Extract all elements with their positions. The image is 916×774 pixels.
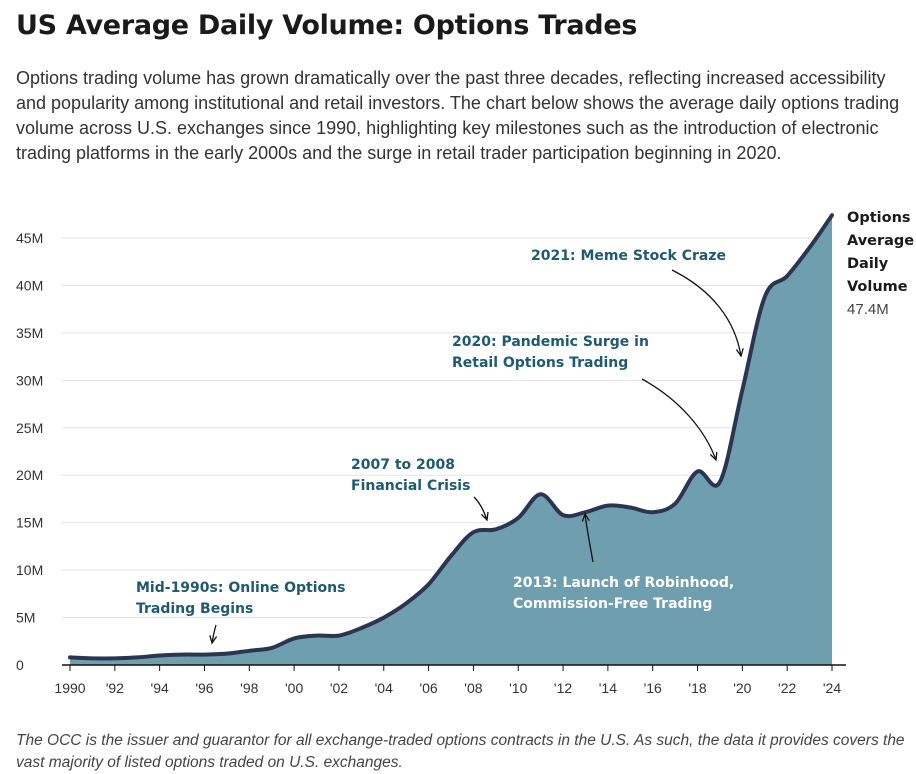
annotation-0: Mid-1990s: Online Options Trading Begins [136,580,345,617]
y-tick-label: 10M [16,562,43,578]
x-tick-label: '24 [823,680,841,696]
annotation-3: 2020: Pandemic Surge in Retail Options Tr… [452,334,649,371]
volume-area [70,215,832,665]
x-tick-label: '10 [509,680,527,696]
end-label: Options Average Daily Volume 47.4M [847,210,914,318]
y-tick-label: 5M [16,610,35,626]
y-tick-label: 15M [16,515,43,531]
y-tick-label: 35M [16,325,43,341]
annotation-2: 2013: Launch of Robinhood, Commission-Fre… [513,575,734,612]
x-tick-label: '02 [330,680,348,696]
annotation-arrowhead-3 [709,451,718,462]
annotation-arrow-3 [641,378,717,461]
annotation-arrowhead-1 [480,512,489,522]
x-tick-label: '94 [151,680,169,696]
annotation-arrow-2 [584,513,594,563]
x-tick-label: '92 [106,680,124,696]
end-label-value: 47.4M [847,301,889,318]
y-tick-label: 0 [16,657,24,673]
y-tick-label: 20M [16,467,43,483]
x-tick-label: '04 [375,680,393,696]
y-tick-label: 45M [16,230,43,246]
x-tick-label: '98 [240,680,258,696]
x-tick-label: '20 [733,680,751,696]
annotation-1: 2007 to 2008 Financial Crisis [351,457,470,494]
options-volume-chart: 0 5M 10M 15M 20M 25M 30M 35M 40M 45M 1990 '92 '94 '9… [16,210,914,696]
x-tick-label: '18 [688,680,706,696]
volume-line [68,213,834,661]
y-tick-label: 30M [16,372,43,388]
chart-title: US Average Daily Volume: Options Trades [16,10,638,41]
x-tick-label: 1990 [54,680,85,696]
end-label-text: Options Average Daily Volume [847,210,914,295]
annotation-arrow-4 [671,269,742,357]
x-axis-ticks: 1990 '92 '94 '96 '98 '00 '02 '04 '06 '08 '10 '12 '14… [54,665,841,696]
y-tick-label: 25M [16,420,43,436]
x-tick-label: '96 [195,680,213,696]
x-tick-label: '00 [285,680,303,696]
annotation-arrows [209,269,744,645]
x-tick-label: '14 [599,680,617,696]
y-tick-label: 40M [16,277,43,293]
y-axis-ticks: 0 5M 10M 15M 20M 25M 30M 35M 40M 45M [16,230,43,673]
x-tick-label: '12 [554,680,572,696]
annotation-arrowhead-2 [581,512,590,522]
x-tick-label: '16 [644,680,662,696]
chart-subtitle: Options trading volume has grown dramati… [16,68,900,163]
x-tick-label: '06 [419,680,437,696]
x-tick-label: '22 [778,680,796,696]
annotation-arrowhead-4 [735,348,744,358]
annotation-arrow-1 [473,496,488,521]
annotation-4: 2021: Meme Stock Craze [531,248,726,264]
annotations: Mid-1990s: Online Options Trading Begins 2… [136,248,734,617]
x-tick-label: '08 [464,680,482,696]
annotation-arrowhead-0 [209,635,218,645]
footnote: The OCC is the issuer and guarantor for … [16,732,905,771]
